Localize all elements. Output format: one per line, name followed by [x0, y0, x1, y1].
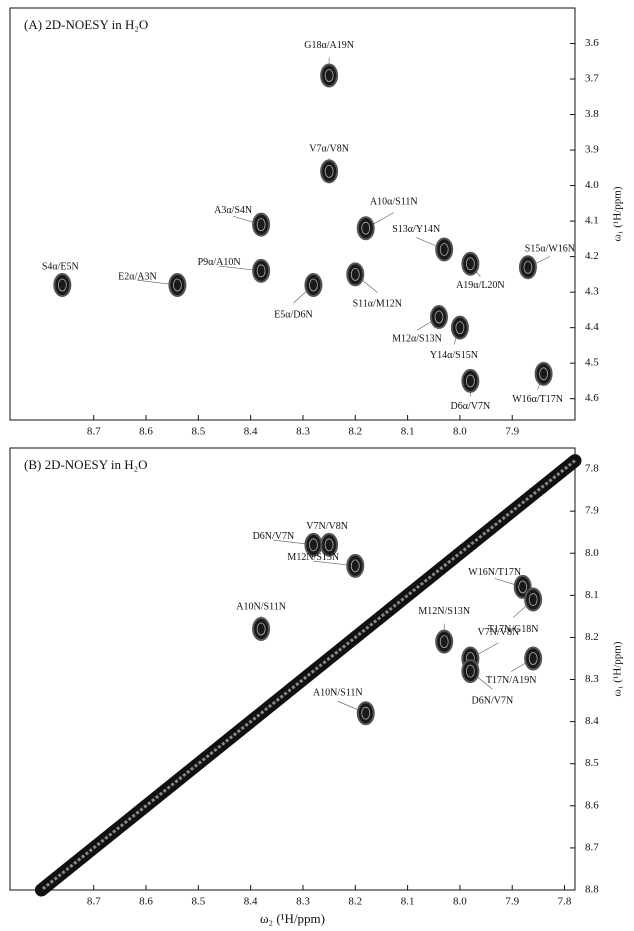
- x-tick-label: 7.9: [505, 426, 519, 438]
- peak-label: M12N/S13N: [287, 552, 339, 563]
- cross-peak: [321, 64, 337, 86]
- cross-peak: [452, 317, 468, 339]
- y-tick-label: 8.2: [585, 631, 599, 643]
- plot-frame: [10, 448, 575, 890]
- y-axis-label: ω₁ (¹H/ppm): [612, 641, 624, 696]
- y-tick-label: 4.3: [585, 286, 599, 298]
- peak-label: A10N/S11N: [236, 601, 286, 612]
- y-tick-label: 8.5: [585, 757, 599, 769]
- x-tick-label: 7.8: [558, 896, 572, 908]
- peak-label: A19α/L20N: [456, 280, 505, 291]
- cross-peak: [305, 274, 321, 296]
- y-tick-label: 4.1: [585, 215, 599, 227]
- y-tick-label: 3.6: [585, 37, 599, 49]
- peak-label: A3α/S4N: [214, 205, 252, 216]
- x-tick-label: 7.9: [505, 896, 519, 908]
- y-tick-label: 3.8: [585, 108, 599, 120]
- y-tick-label: 4.5: [585, 357, 599, 369]
- y-tick-label: 7.9: [585, 505, 599, 517]
- y-tick-label: 8.3: [585, 673, 599, 685]
- cross-peak: [520, 256, 536, 278]
- cross-peak: [321, 160, 337, 182]
- peak-label: D6α/V7N: [451, 401, 491, 412]
- x-tick-label: 8.2: [348, 896, 362, 908]
- x-tick-label: 8.3: [296, 426, 310, 438]
- peak-label: W16N/T17N: [468, 567, 521, 578]
- peak-label: V7α/V8N: [309, 144, 349, 155]
- cross-peak: [253, 260, 269, 282]
- x-tick-label: 8.4: [244, 426, 258, 438]
- x-tick-label: 8.2: [348, 426, 362, 438]
- plot-frame: [10, 8, 575, 420]
- y-tick-label: 3.7: [585, 73, 599, 85]
- y-tick-label: 8.0: [585, 547, 599, 559]
- y-tick-label: 4.0: [585, 179, 599, 191]
- peak-label: M12N/S13N: [418, 606, 470, 617]
- panel-title: (A) 2D-NOESY in H₂O: [24, 17, 148, 32]
- peak-label: E2α/A3N: [118, 271, 157, 282]
- peak-label: M12α/S13N: [392, 333, 442, 344]
- y-tick-label: 3.9: [585, 144, 599, 156]
- cross-peak: [347, 263, 363, 285]
- peak-label: T17N/A19N: [486, 675, 537, 686]
- cross-peak: [462, 660, 478, 682]
- x-tick-label: 8.6: [139, 896, 153, 908]
- x-tick-label: 8.1: [401, 896, 415, 908]
- y-tick-label: 7.8: [585, 463, 599, 475]
- cross-peak: [525, 647, 541, 669]
- figure: 8.7 8.6 8.5 8.4 8.3 8.2 8.1 8.0 7.9 3.6 3.7 3.8 3.9 4…: [0, 0, 634, 931]
- x-axis-label: ω₂ (¹H/ppm): [260, 911, 325, 926]
- x-tick-label: 8.3: [296, 896, 310, 908]
- cross-peak: [536, 363, 552, 385]
- cross-peak: [525, 589, 541, 611]
- y-axis-label: ω₁ (¹H/ppm): [612, 186, 624, 241]
- cross-peak: [253, 214, 269, 236]
- peak-label: G18α/A19N: [304, 40, 354, 51]
- peak-label: S4α/E5N: [42, 261, 79, 272]
- x-tick-label: 8.0: [453, 426, 467, 438]
- peak-label: D6N/V7N: [253, 531, 295, 542]
- x-tick-label: 8.4: [244, 896, 258, 908]
- peak-label: S15α/W16N: [525, 244, 575, 255]
- y-tick-label: 8.4: [585, 715, 599, 727]
- cross-peak: [358, 702, 374, 724]
- y-tick-label: 8.8: [585, 884, 599, 896]
- x-tick-label: 8.0: [453, 896, 467, 908]
- x-tick-label: 8.1: [401, 426, 415, 438]
- y-tick-label: 4.2: [585, 250, 599, 262]
- peak-label: A10N/S11N: [313, 687, 363, 698]
- x-tick-label: 8.7: [87, 896, 101, 908]
- peak-label: S13α/Y14N: [392, 224, 440, 235]
- cross-peak: [431, 306, 447, 328]
- y-tick-label: 4.6: [585, 392, 599, 404]
- peak-label: A10α/S11N: [370, 197, 418, 208]
- peak-label: E5α/D6N: [274, 309, 313, 320]
- cross-peak: [462, 370, 478, 392]
- cross-peak: [436, 631, 452, 653]
- peak-label: S11α/M12N: [353, 299, 402, 310]
- x-tick-label: 8.7: [87, 426, 101, 438]
- y-tick-label: 8.6: [585, 799, 599, 811]
- peak-label: V7N/V8N: [478, 627, 520, 638]
- cross-peak: [169, 274, 185, 296]
- peak-label: P9α/A10N: [198, 257, 241, 268]
- peak-label: D6N/V7N: [472, 695, 514, 706]
- cross-peak: [462, 253, 478, 275]
- cross-peak: [358, 217, 374, 239]
- peak-label: V7N/V8N: [306, 521, 348, 532]
- x-tick-label: 8.5: [191, 426, 205, 438]
- panel-title: (B) 2D-NOESY in H₂O: [24, 457, 148, 472]
- x-tick-label: 8.5: [191, 896, 205, 908]
- cross-peak: [436, 239, 452, 261]
- cross-peak: [347, 555, 363, 577]
- peak-label: Y14α/S15N: [430, 350, 478, 361]
- peak-label: W16α/T17N: [512, 394, 563, 405]
- y-tick-label: 4.4: [585, 321, 599, 333]
- cross-peak: [253, 618, 269, 640]
- x-tick-label: 8.6: [139, 426, 153, 438]
- cross-peak: [54, 274, 70, 296]
- y-tick-label: 8.1: [585, 589, 599, 601]
- y-tick-label: 8.7: [585, 841, 599, 853]
